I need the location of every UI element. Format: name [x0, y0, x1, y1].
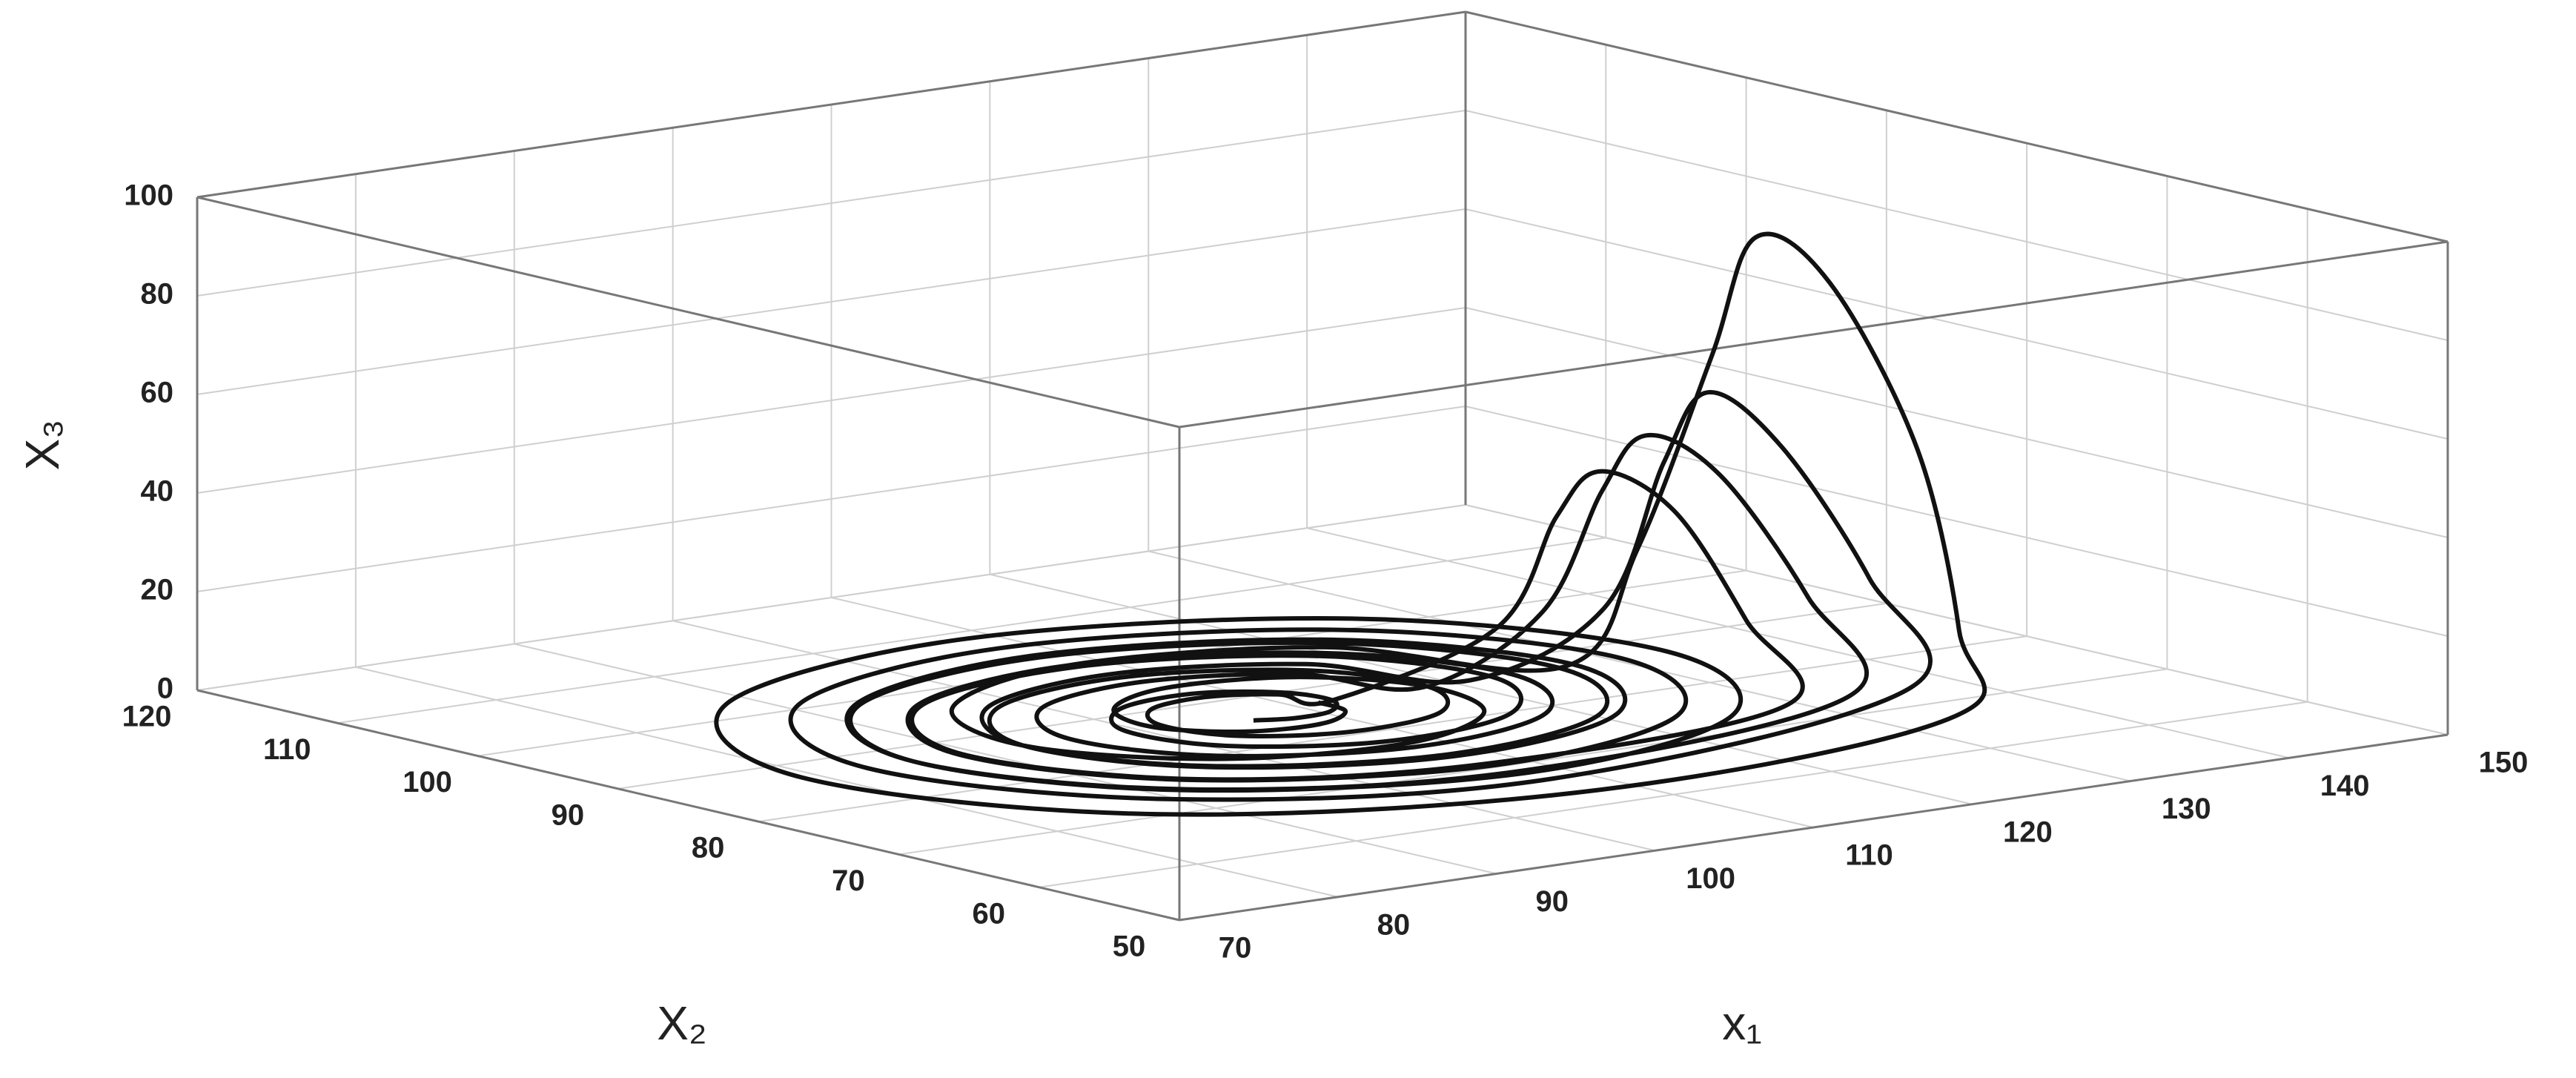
floor-grid-line	[990, 573, 1973, 805]
x-tick-label: 110	[1845, 839, 1893, 872]
x-tick-label: 120	[2003, 816, 2053, 848]
z-tick-label: 20	[141, 574, 174, 606]
wall-grid-line	[1465, 110, 2448, 341]
floor-grid-line	[1039, 701, 2308, 888]
axis-edge	[196, 689, 1180, 922]
floor-grid-line	[514, 643, 1497, 875]
axis-edge	[196, 196, 1180, 429]
floor-grid-line	[672, 620, 1655, 852]
y-tick-label: 60	[972, 897, 1005, 930]
z-tick-label: 40	[141, 475, 174, 508]
x-tick-label: 100	[1686, 862, 1735, 895]
x-tick-label: 90	[1536, 885, 1569, 918]
z-axis-label: X₃	[16, 420, 69, 471]
x-tick-label: 140	[2320, 770, 2370, 802]
axis-edge	[1179, 240, 2448, 429]
y-tick-label: 100	[403, 766, 452, 798]
z-tick-label: 0	[157, 672, 173, 705]
wall-grid-line	[196, 110, 1466, 297]
x-tick-label: 80	[1377, 908, 1411, 941]
axis-edge	[196, 10, 1466, 199]
floor-grid-line	[337, 537, 1606, 724]
y-tick-label: 50	[1113, 930, 1146, 963]
floor-grid-line	[898, 668, 2168, 856]
wall-grid-line	[196, 208, 1466, 395]
y-tick-label: 120	[122, 701, 172, 733]
floor-grid-line	[1148, 550, 2131, 782]
axis-edge	[1465, 10, 2448, 243]
x-tick-label: 70	[1219, 932, 1252, 965]
z-tick-label: 60	[141, 377, 174, 409]
x-axis-label: x₁	[1722, 996, 1762, 1050]
wall-grid-line	[196, 504, 1466, 691]
axis-edge	[1179, 733, 2448, 922]
x-tick-label: 130	[2162, 793, 2211, 825]
floor-grid-line	[1306, 527, 2290, 759]
y-tick-label: 70	[832, 864, 865, 897]
z-tick-label: 100	[124, 179, 173, 212]
y-tick-label: 80	[692, 832, 725, 864]
x-tick-label: 150	[2479, 747, 2529, 779]
y-tick-label: 90	[552, 798, 585, 831]
floor-grid-line	[758, 635, 2027, 823]
trajectory	[714, 231, 1987, 817]
wall-grid-line	[196, 406, 1466, 592]
floor-grid-line	[355, 666, 1339, 898]
wall-grid-line	[1465, 307, 2448, 538]
z-tick-label: 80	[141, 278, 174, 311]
wall-grid-line	[196, 307, 1466, 494]
y-axis-label: X₂	[657, 996, 707, 1050]
y-tick-label: 110	[263, 733, 311, 766]
wall-grid-line	[1465, 208, 2448, 440]
